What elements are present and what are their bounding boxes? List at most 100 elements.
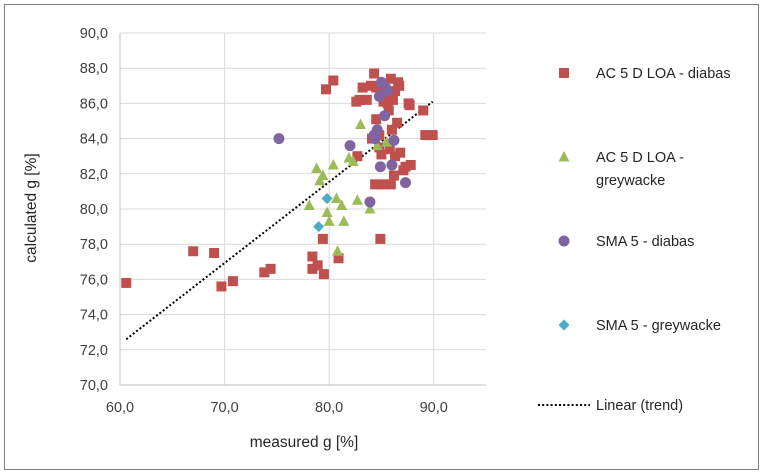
data-point [333, 253, 344, 264]
trendline [125, 100, 434, 341]
data-point [394, 80, 405, 91]
y-tick-label: 70,0 [80, 378, 108, 394]
data-point [321, 192, 333, 204]
data-point [420, 130, 431, 141]
data-point [227, 276, 238, 287]
data-point [265, 263, 276, 274]
data-point [321, 206, 333, 218]
data-point [303, 199, 315, 210]
data-point [344, 140, 356, 152]
data-point [383, 105, 394, 116]
y-tick-label: 78,0 [80, 237, 108, 253]
data-point [355, 118, 367, 130]
x-axis-title: measured g [%] [250, 434, 359, 451]
data-point [307, 251, 318, 262]
data-point [386, 159, 398, 171]
y-tick-label: 86,0 [80, 96, 108, 112]
legend-item: AC 5 D LOA - greywacke [558, 150, 688, 189]
data-point [373, 90, 385, 102]
x-tick-label: 90,0 [420, 400, 448, 416]
legend-label: Linear (trend) [596, 398, 683, 414]
data-point [385, 73, 396, 84]
data-point [323, 215, 335, 226]
y-tick-label: 72,0 [80, 343, 108, 359]
data-point [314, 174, 326, 186]
y-tick-label: 74,0 [80, 308, 108, 324]
legend-marker [558, 151, 570, 162]
data-point [371, 124, 383, 136]
data-point [405, 160, 416, 170]
legend-label: SMA 5 - diabas [596, 234, 694, 250]
y-tick-label: 90,0 [80, 26, 108, 42]
data-point [313, 221, 325, 233]
data-point [387, 94, 398, 105]
data-point [390, 86, 401, 97]
data-point [376, 149, 387, 160]
data-point [370, 179, 381, 190]
data-point [382, 98, 393, 109]
legend-marker [558, 235, 570, 247]
data-point [311, 162, 323, 174]
data-point [371, 139, 383, 151]
data-point [379, 110, 391, 122]
data-point [327, 159, 339, 170]
data-point [404, 100, 415, 111]
x-tick-label: 80,0 [315, 400, 343, 416]
data-point [318, 269, 329, 280]
data-point [369, 68, 380, 79]
trendline-layer [125, 100, 434, 341]
data-point [385, 179, 396, 190]
data-point [364, 196, 376, 208]
data-point [338, 215, 350, 226]
data-point [330, 192, 342, 203]
data-point [371, 82, 382, 93]
data-point [374, 161, 386, 173]
legend-item: Linear (trend) [538, 398, 683, 414]
data-point [188, 246, 199, 257]
data-point [418, 105, 429, 116]
data-point [209, 248, 220, 258]
data-point [354, 94, 365, 105]
data-point [357, 82, 368, 93]
y-tick-label: 88,0 [80, 61, 108, 77]
legend-label-line: greywacke [596, 173, 665, 189]
tick-labels: 70,0 72,0 74,0 76,0 78,0 80,0 82,0 84,0 86,0 88,0… [80, 26, 448, 416]
legend: AC 5 D LOA - diabas AC 5 D LOA - greywack… [538, 66, 731, 414]
data-point [399, 177, 411, 189]
data-point [312, 260, 323, 271]
y-tick-label: 76,0 [80, 272, 108, 288]
data-point [371, 114, 382, 125]
legend-item: AC 5 D LOA - diabas [559, 66, 731, 82]
legend-item: SMA 5 - greywacke [558, 318, 721, 334]
data-point [336, 199, 348, 210]
data-points [121, 68, 438, 292]
y-tick-label: 80,0 [80, 202, 108, 218]
data-point [388, 170, 399, 181]
legend-marker [559, 68, 569, 78]
x-tick-label: 70,0 [210, 400, 238, 416]
data-point [427, 130, 438, 141]
data-point [365, 80, 376, 91]
data-point [317, 169, 329, 181]
data-point [384, 144, 395, 155]
data-point [273, 133, 285, 145]
legend-label: AC 5 D LOA - greywacke [596, 150, 688, 189]
data-point [392, 117, 403, 128]
data-point [307, 263, 318, 274]
gridlines [119, 32, 486, 386]
x-tick-label: 60,0 [106, 400, 134, 416]
data-point [361, 94, 372, 105]
legend-label: AC 5 D LOA - diabas [596, 66, 731, 82]
data-point [332, 245, 344, 256]
data-point [352, 151, 363, 162]
data-point [347, 155, 359, 166]
y-tick-label: 82,0 [80, 167, 108, 183]
data-point [395, 147, 406, 158]
data-point [259, 267, 270, 278]
data-point [369, 133, 381, 145]
data-point [321, 84, 332, 95]
data-point [388, 134, 400, 146]
y-axis-title: calculated g [%] [23, 153, 40, 262]
data-point [386, 124, 397, 135]
